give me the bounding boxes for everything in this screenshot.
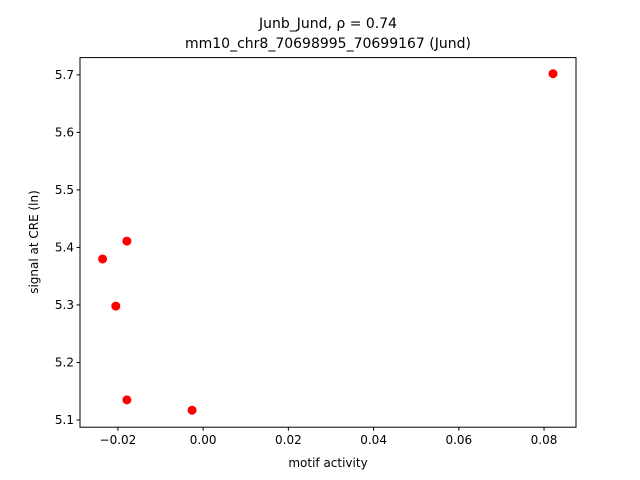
point (548, 69, 558, 79)
x-tick-label: 0.06 (445, 433, 472, 447)
y-tick-label: 5.7 (55, 68, 74, 82)
point (187, 405, 197, 415)
y-axis-label: signal at CRE (ln) (27, 190, 41, 294)
plot-frame (79, 57, 577, 428)
x-tick-label: 0.02 (275, 433, 302, 447)
x-tick-label: −0.02 (100, 433, 137, 447)
point (122, 236, 132, 246)
point (111, 301, 121, 311)
chart-title: Junb_Jund, ρ = 0.74 (258, 16, 397, 32)
point (122, 395, 132, 405)
x-tick-label: 0.08 (531, 433, 558, 447)
point (98, 254, 108, 264)
y-tick-label: 5.1 (55, 413, 74, 427)
y-tick-label: 5.3 (55, 298, 74, 312)
x-axis-label: motif activity (288, 456, 367, 470)
y-tick-label: 5.2 (55, 355, 74, 369)
x-tick-label: 0.04 (360, 433, 387, 447)
y-tick-label: 5.5 (55, 183, 74, 197)
chart-subtitle: mm10_chr8_70698995_70699167 (Jund) (185, 36, 471, 52)
x-tick-label: 0.00 (190, 433, 217, 447)
y-tick-label: 5.4 (55, 240, 74, 254)
y-tick-label: 5.6 (55, 125, 74, 139)
